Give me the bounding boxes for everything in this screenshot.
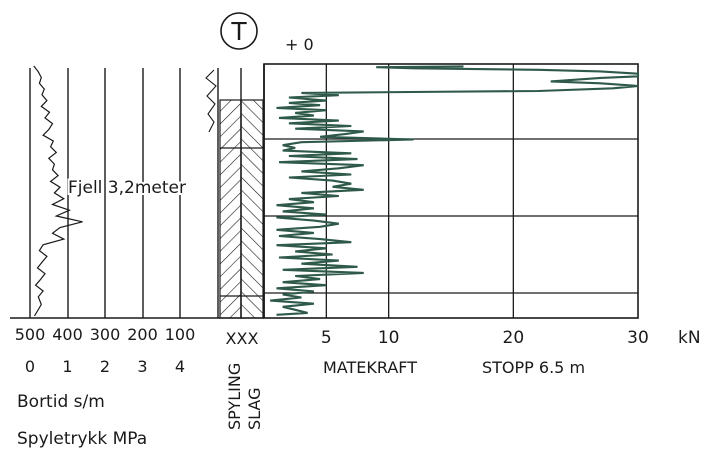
unit-label: kN: [678, 328, 701, 348]
bortid-series-line: [33, 65, 83, 317]
stop-depth-label: STOPP 6.5 m: [482, 358, 585, 377]
bortid-axis-label: Bortid s/m: [17, 392, 105, 412]
matekraft-series-line: [270, 65, 640, 316]
matekraft-axis-label: MATEKRAFT: [323, 358, 417, 377]
bortid-tick-label: 100: [165, 325, 196, 344]
bortid-tick-label: 400: [52, 325, 83, 344]
slag-hatch-band: [240, 99, 264, 319]
spyling-hatch-band: [219, 99, 242, 319]
matekraft-tick-label: 10: [378, 328, 400, 348]
spyling-label: SPYLING: [225, 363, 244, 430]
spyletrykk-tick-label: 2: [100, 357, 110, 376]
matekraft-tick-label: 20: [503, 328, 525, 348]
spyling-trace: [205, 69, 217, 133]
t-symbol-letter: T: [230, 17, 247, 46]
bortid-tick-label: 200: [127, 325, 158, 344]
spyletrykk-tick-label: 1: [62, 357, 72, 376]
matekraft-frame: [263, 63, 639, 319]
bortid-tick-labels: 500 400 300 200 100: [15, 325, 196, 344]
spyletrykk-tick-labels: 0 1 2 3 4: [25, 357, 185, 376]
right-panel: 5 10 20 30 kN MATEKRAFT STOPP 6.5 m: [263, 63, 701, 377]
left-panel: Fjell 3,2meter 500 400 300 200 100 0 1 2 3 4 Bor…: [10, 65, 218, 449]
matekraft-tick-label: 5: [321, 328, 332, 348]
rock-depth-annotation: Fjell 3,2meter: [68, 178, 186, 198]
xxx-marker: XXX: [226, 329, 259, 348]
header: T + 0: [220, 12, 314, 54]
matekraft-tick-label: 30: [627, 328, 649, 348]
spyletrykk-tick-label: 4: [175, 357, 185, 376]
t-symbol-circle: [220, 12, 258, 50]
matekraft-tick-labels: 5 10 20 30: [321, 328, 649, 348]
slag-label: SLAG: [245, 388, 264, 431]
spyletrykk-tick-label: 0: [25, 357, 35, 376]
bortid-tick-label: 300: [90, 325, 121, 344]
middle-panel: XXX SPYLING SLAG: [205, 64, 265, 431]
spyletrykk-axis-label: Spyletrykk MPa: [17, 429, 147, 449]
bortid-tick-label: 500: [15, 325, 46, 344]
spyletrykk-tick-label: 3: [137, 357, 147, 376]
offset-label: + 0: [285, 35, 314, 54]
